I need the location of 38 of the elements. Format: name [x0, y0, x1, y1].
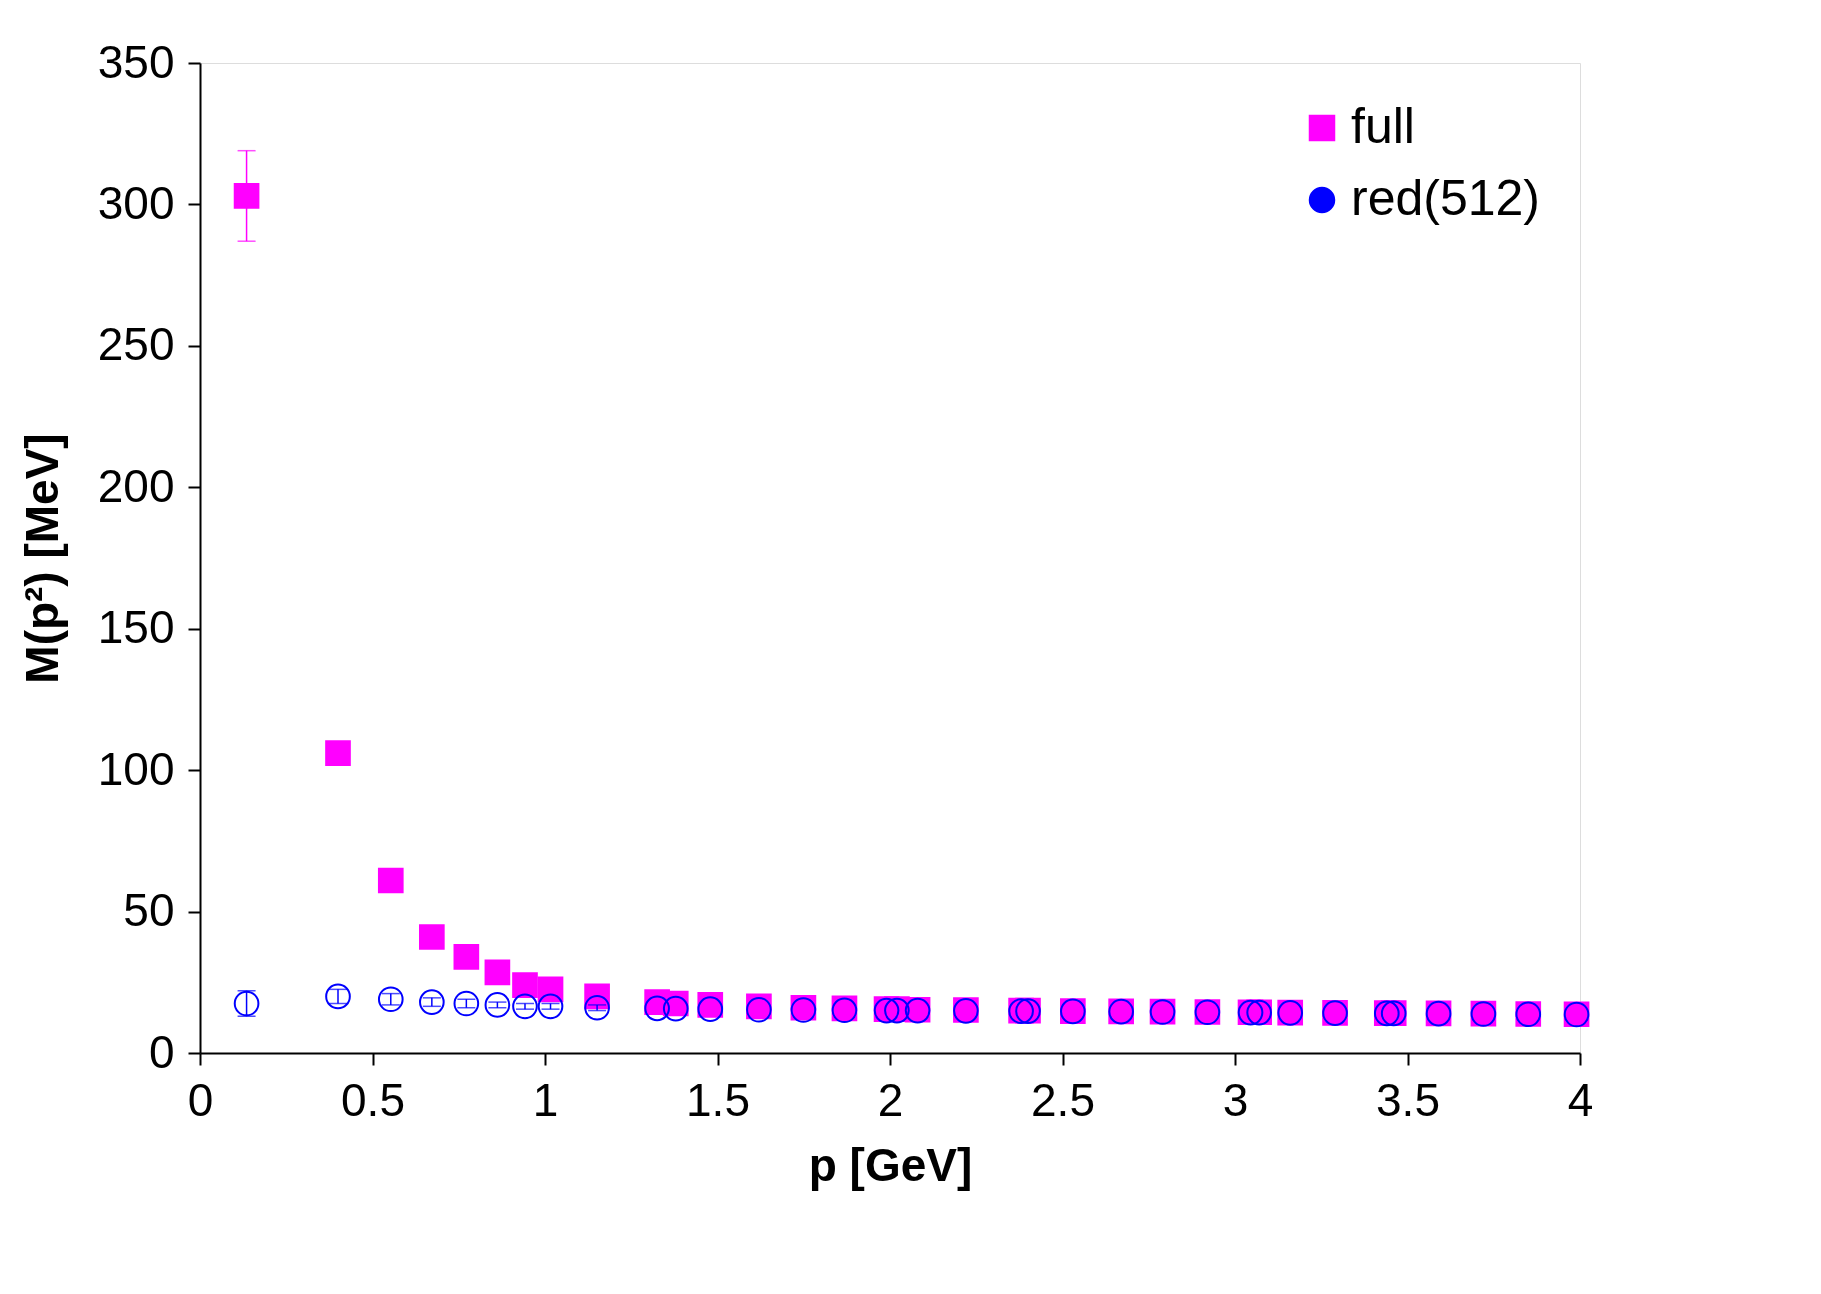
point [662, 995, 689, 1022]
point [484, 992, 511, 1018]
y-tick-label: 250 [97, 318, 175, 371]
point [419, 924, 445, 950]
x-tick-label: 3.5 [1376, 1073, 1440, 1126]
y-tick-label: 0 [148, 1025, 175, 1078]
point [453, 990, 480, 1017]
x-tick-label: 0 [187, 1073, 214, 1126]
y-tick-label: 100 [97, 742, 175, 795]
y-axis-title: M(p²) [MeV] [15, 433, 68, 684]
y-tick-label: 350 [97, 35, 175, 88]
point [377, 986, 404, 1013]
point [419, 989, 445, 1015]
x-axis-title: p [GeV] [808, 1138, 973, 1191]
point [453, 944, 480, 970]
x-tick-label: 3 [1222, 1073, 1249, 1126]
y-tick-label: 300 [97, 176, 175, 229]
x-tick-label: 1.5 [686, 1073, 750, 1126]
point [644, 995, 670, 1022]
x-tick-label: 2.5 [1031, 1073, 1095, 1126]
legend-label: red(512) [1351, 170, 1540, 226]
y-tick-label: 150 [97, 601, 175, 654]
point [512, 993, 538, 1020]
point [537, 993, 564, 1020]
point [377, 867, 404, 894]
point [584, 994, 610, 1021]
x-tick-label: 0.5 [341, 1073, 405, 1126]
legend-label: full [1351, 98, 1415, 154]
point [325, 983, 351, 1010]
y-tick-label: 200 [97, 459, 175, 512]
x-tick-label: 4 [1567, 1073, 1594, 1126]
point [512, 972, 538, 998]
x-tick-label: 2 [877, 1073, 904, 1126]
point [233, 183, 260, 209]
y-tick-label: 50 [123, 884, 175, 937]
point [484, 959, 511, 986]
x-tick-label: 1 [532, 1073, 559, 1126]
point [325, 740, 351, 766]
